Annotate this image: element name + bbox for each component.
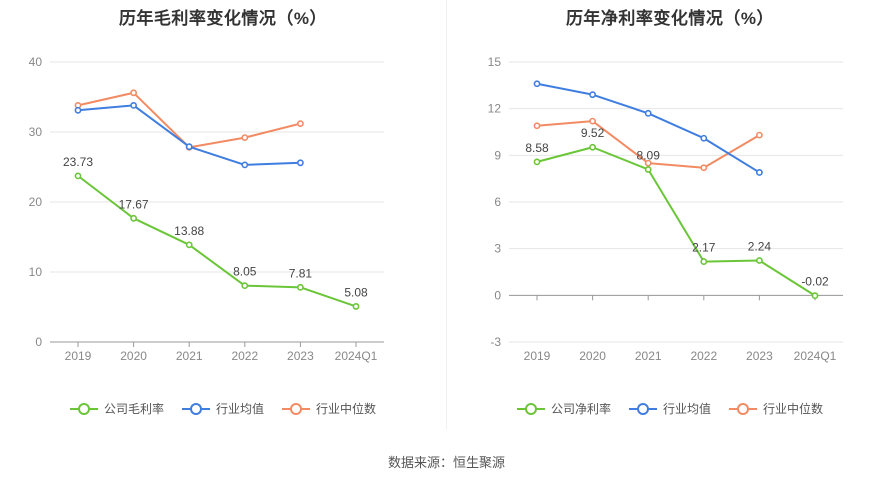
- legend-item-company[interactable]: 公司净利率: [516, 400, 611, 417]
- data-label: 17.67: [119, 197, 149, 211]
- net-margin-legend: 公司净利率 行业均值 行业中位数: [447, 400, 893, 417]
- y-tick-label: -3: [490, 335, 501, 349]
- y-tick-label: 30: [29, 125, 43, 139]
- data-point-company: [352, 303, 360, 310]
- data-point-median: [644, 159, 652, 167]
- data-point-median: [700, 164, 708, 172]
- legend-item-median[interactable]: 行业中位数: [282, 400, 376, 417]
- legend-avg-label: 行业均值: [215, 402, 264, 416]
- data-label: 5.08: [344, 285, 368, 299]
- x-tick-label: 2019: [65, 349, 92, 363]
- x-tick-label: 2021: [635, 349, 662, 363]
- y-tick-label: 40: [29, 55, 43, 69]
- net-margin-chart: 历年净利率变化情况（%） -3 0 3 6 9 12 15 2019 2020 2021 2022 2…: [447, 0, 893, 440]
- legend-item-avg[interactable]: 行业均值: [181, 400, 264, 417]
- data-point-avg: [589, 91, 596, 99]
- data-point-company: [241, 282, 249, 290]
- legend-item-median[interactable]: 行业中位数: [729, 400, 823, 417]
- data-source-note: 数据来源：恒生聚源: [387, 455, 505, 470]
- data-label: -0.02: [801, 275, 829, 289]
- y-tick-label: 20: [29, 195, 43, 209]
- data-point-median: [296, 120, 304, 127]
- x-tick-label: 2024Q1: [335, 349, 378, 363]
- data-point-avg: [296, 159, 304, 167]
- data-point-median: [130, 89, 137, 97]
- y-tick-label: 0: [35, 335, 42, 349]
- data-point-company: [533, 158, 541, 166]
- net-margin-plot: -3 0 3 6 9 12 15 2019 2020 2021 2022 2023 2024Q1 8.58…: [488, 55, 843, 363]
- data-point-avg: [130, 102, 137, 109]
- x-tick-label: 2020: [579, 349, 606, 363]
- data-label: 8.09: [637, 148, 661, 162]
- data-point-company: [296, 283, 304, 291]
- gross-margin-plot: 0 10 20 30 40 2019 2020 2021 2022 2023 2024Q1 23.73…: [29, 55, 384, 363]
- data-point-median: [533, 122, 541, 130]
- series-line-company: [536, 146, 816, 297]
- data-label: 23.73: [63, 155, 93, 169]
- x-tick-label: 2022: [231, 349, 258, 363]
- legend-median-marker-icon: [282, 402, 310, 415]
- data-point-company: [130, 214, 137, 222]
- data-point-avg: [644, 109, 652, 117]
- legend-median-label: 行业中位数: [316, 402, 377, 416]
- data-point-company: [811, 292, 819, 300]
- data-point-company: [185, 241, 193, 249]
- legend-item-company[interactable]: 公司毛利率: [69, 400, 164, 417]
- data-point-avg: [700, 134, 708, 142]
- x-tick-label: 2024Q1: [794, 349, 837, 363]
- data-label: 2.17: [692, 241, 716, 255]
- y-tick-label: 15: [488, 55, 502, 69]
- data-point-avg: [755, 169, 763, 176]
- net-margin-chart-title: 历年净利率变化情况（%）: [565, 9, 775, 28]
- x-tick-label: 2022: [690, 349, 717, 363]
- data-label: 7.81: [289, 266, 313, 280]
- y-tick-label: 6: [494, 195, 501, 209]
- data-point-avg: [533, 80, 541, 88]
- data-point-median: [755, 131, 763, 139]
- data-point-company: [644, 166, 652, 173]
- legend-avg-label: 行业均值: [662, 402, 711, 416]
- y-tick-label: 12: [488, 102, 502, 116]
- data-point-company: [589, 143, 596, 151]
- data-point-avg: [74, 106, 82, 114]
- data-point-median: [589, 117, 596, 125]
- data-point-company: [74, 172, 82, 180]
- legend-avg-marker-icon: [181, 402, 210, 415]
- data-point-avg: [241, 161, 249, 169]
- legend-median-label: 行业中位数: [763, 402, 824, 416]
- x-tick-label: 2023: [746, 349, 773, 363]
- x-tick-label: 2021: [176, 349, 203, 363]
- panel-divider: [446, 0, 447, 430]
- series-line-median: [77, 91, 301, 149]
- legend-company-marker-icon: [69, 402, 98, 415]
- data-point-avg: [185, 143, 193, 151]
- data-label: 9.52: [581, 126, 605, 140]
- legend-avg-marker-icon: [628, 402, 657, 415]
- gross-margin-legend: 公司毛利率 行业均值 行业中位数: [0, 400, 446, 417]
- x-tick-label: 2019: [524, 349, 551, 363]
- legend-company-label: 公司毛利率: [103, 402, 164, 416]
- data-point-company: [700, 258, 708, 265]
- x-tick-label: 2020: [120, 349, 147, 363]
- series-line-company: [77, 175, 357, 308]
- data-label: 13.88: [174, 224, 204, 238]
- legend-company-label: 公司净利率: [550, 402, 611, 416]
- y-tick-label: 0: [494, 288, 501, 302]
- data-label: 2.24: [748, 239, 772, 253]
- x-tick-label: 2023: [287, 349, 314, 363]
- data-label: 8.05: [233, 265, 257, 279]
- gross-margin-chart-title: 历年毛利率变化情况（%）: [118, 9, 328, 28]
- data-point-median: [241, 134, 249, 141]
- gross-margin-chart: 历年毛利率变化情况（%） 0 10 20 30 40 2019 2020 2021 2022 20…: [0, 0, 446, 440]
- y-tick-label: 3: [494, 242, 501, 256]
- y-tick-label: 9: [494, 148, 501, 162]
- legend-item-avg[interactable]: 行业均值: [628, 400, 711, 417]
- data-label: 8.58: [525, 141, 549, 155]
- y-tick-label: 10: [29, 265, 43, 279]
- data-point-company: [755, 257, 763, 264]
- legend-company-marker-icon: [516, 402, 545, 415]
- series-line-avg: [77, 104, 301, 166]
- legend-median-marker-icon: [729, 402, 757, 415]
